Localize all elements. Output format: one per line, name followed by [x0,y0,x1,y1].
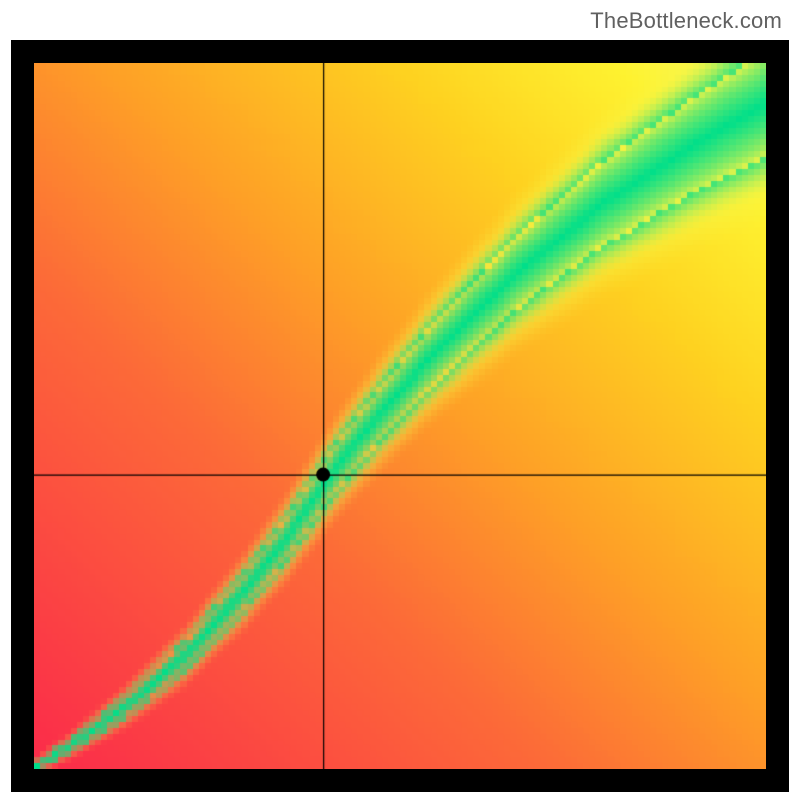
heatmap-canvas [34,63,766,769]
chart-container: TheBottleneck.com [0,0,800,800]
attribution-text: TheBottleneck.com [590,8,782,34]
plot-frame [11,40,789,792]
